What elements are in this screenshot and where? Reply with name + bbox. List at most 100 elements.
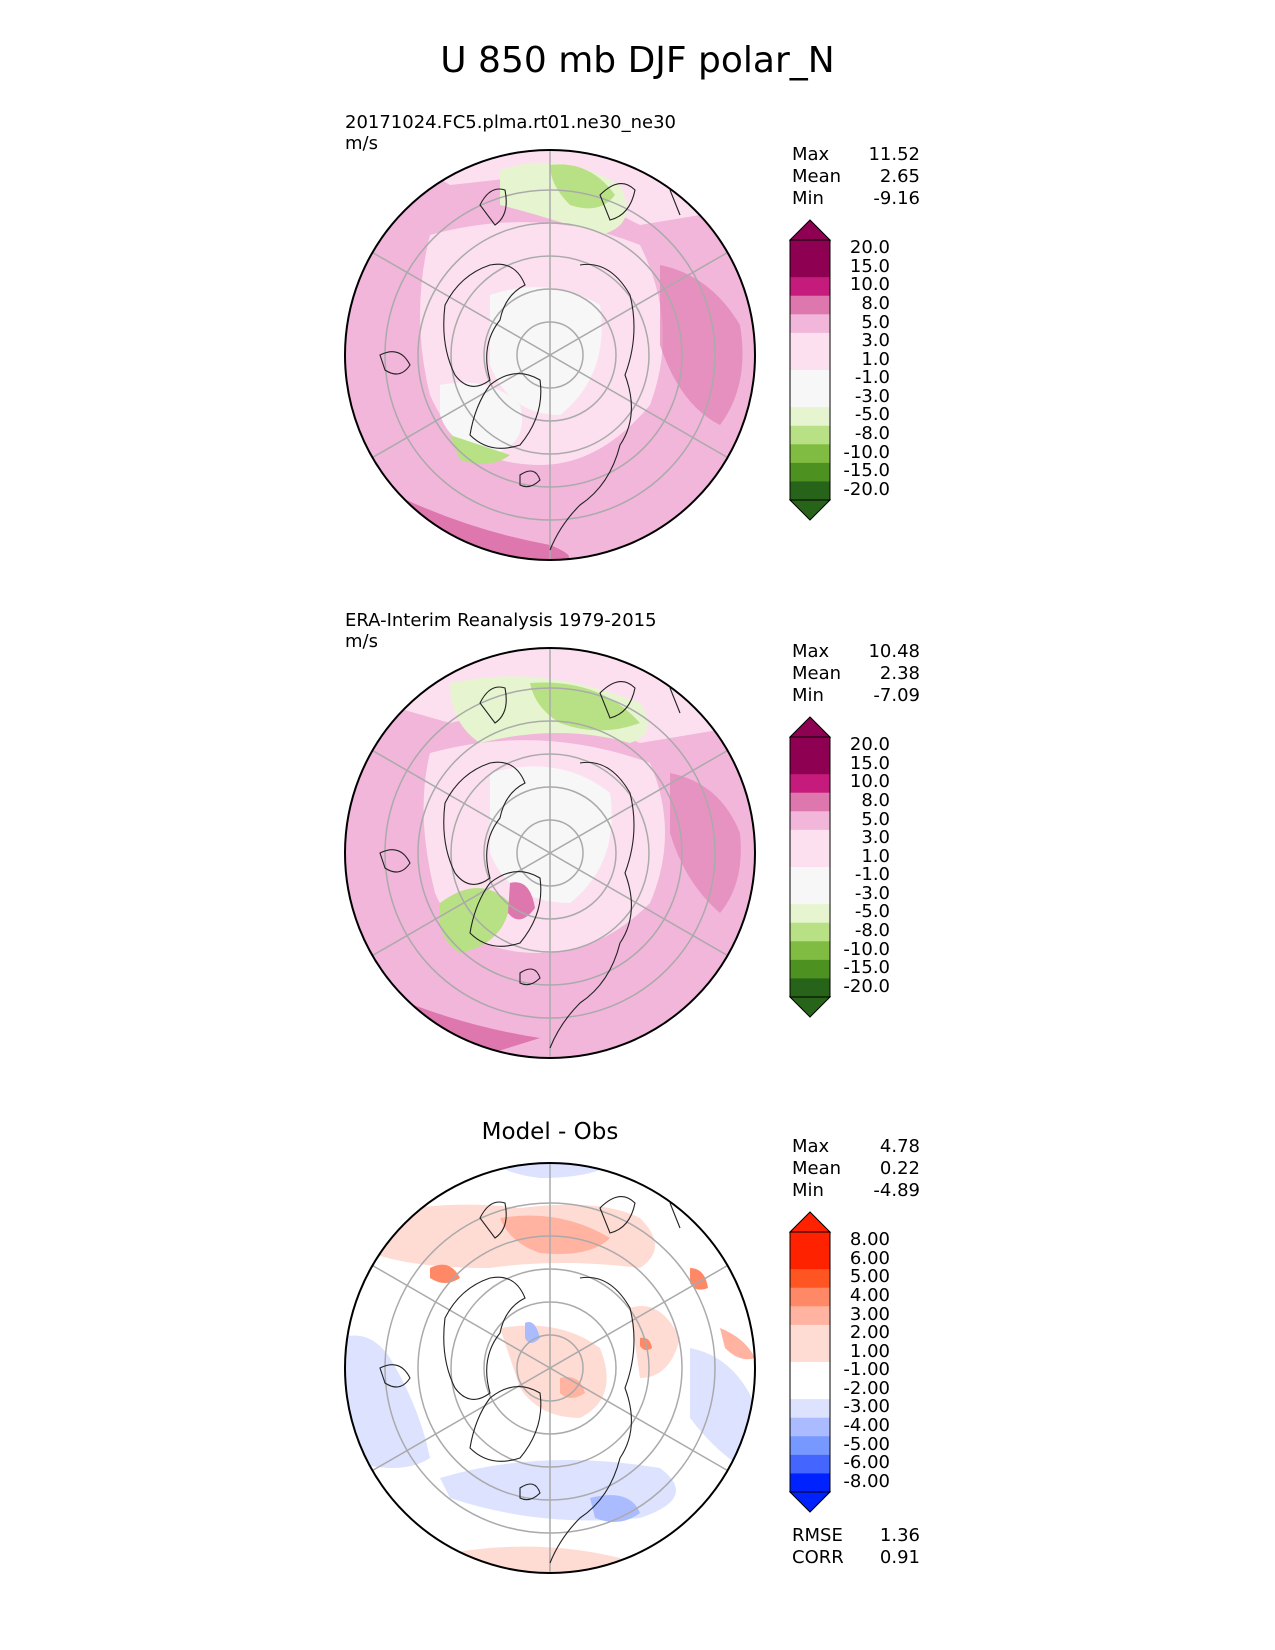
colorbar-segment <box>790 351 830 371</box>
colorbar-segment <box>790 314 830 334</box>
polar-map <box>344 647 756 1059</box>
colorbar-segment <box>790 1380 830 1400</box>
map-coastlines <box>379 681 681 1049</box>
stat-min: Min -4.89 <box>792 1180 920 1201</box>
map-boundary <box>344 647 756 1059</box>
colorbar-tick-label: -3.0 <box>854 882 890 904</box>
colorbar-tick-label: -5.00 <box>843 1433 890 1455</box>
colorbar-tick-label: -20.0 <box>843 975 890 997</box>
colorbar-extend-min <box>788 1491 832 1513</box>
colorbar-tick-label: -8.0 <box>854 920 890 941</box>
map-field-region <box>500 1215 610 1254</box>
panel-title-text: Model - Obs <box>481 1119 619 1145</box>
colorbar-tick-label: 3.0 <box>861 827 890 849</box>
map-boundary <box>344 1162 756 1574</box>
colorbar-segment <box>790 425 830 445</box>
map-field-region <box>490 1163 620 1178</box>
colorbar-tick-label: -8.00 <box>843 1470 890 1492</box>
map-field-region <box>630 1306 680 1378</box>
colorbar-segment <box>790 1250 830 1270</box>
colorbar-tick-label: 5.0 <box>861 808 890 830</box>
map-graticule <box>372 648 728 1058</box>
colorbar-tick-label: 1.0 <box>861 845 890 867</box>
stat-corr: CORR 0.91 <box>792 1547 920 1568</box>
map-graticule <box>372 1163 728 1573</box>
colorbar-segment <box>790 774 830 794</box>
colorbar-tick-label: 15.0 <box>849 255 890 277</box>
map-field-region <box>508 882 535 920</box>
map-boundary <box>344 149 756 561</box>
colorbar-extend-max <box>788 716 832 738</box>
stat-mean: Mean 2.38 <box>792 663 920 684</box>
map-coastlines <box>379 183 681 551</box>
stat-min: Min -9.16 <box>792 188 920 209</box>
colorbar-segment <box>790 792 830 812</box>
colorbar-extend-max <box>788 1211 832 1233</box>
colorbar-segment <box>790 407 830 427</box>
colorbar-tick-label: -1.0 <box>854 367 890 389</box>
colorbar-segment <box>790 811 830 831</box>
colorbar-tick-label: 3.0 <box>861 330 890 352</box>
polar-map <box>344 1162 756 1574</box>
colorbar-segment <box>790 829 830 849</box>
colorbar-tick-label: 3.00 <box>849 1303 890 1325</box>
colorbar-tick-label: 2.00 <box>849 1322 890 1344</box>
colorbar-tick-label: -10.0 <box>843 441 890 463</box>
colorbar-tick-label: 8.0 <box>861 293 890 314</box>
map-field-region <box>360 1204 655 1268</box>
panel-title: 20171024.FC5.plma.rt01.ne30_ne30 m/s <box>345 112 676 154</box>
colorbar-segment <box>790 1306 830 1326</box>
colorbar-segment <box>790 462 830 482</box>
colorbar-segment <box>790 1399 830 1419</box>
map-field-region <box>590 1495 640 1522</box>
colorbar-segment <box>790 1362 830 1382</box>
colorbar-segment <box>790 1287 830 1307</box>
colorbar-segment <box>790 1436 830 1456</box>
panel-title-text: ERA-Interim Reanalysis 1979-2015 <box>345 610 657 631</box>
stat-mean: Mean 0.22 <box>792 1158 920 1179</box>
map-field-region <box>670 773 741 913</box>
colorbar-segment <box>790 959 830 979</box>
colorbar-segment <box>790 848 830 868</box>
colorbar-frame <box>789 736 831 998</box>
stat-max: Max 4.78 <box>792 1136 920 1157</box>
colorbar-tick-label: 5.0 <box>861 311 890 333</box>
colorbar-segment <box>790 1232 830 1252</box>
colorbar-tick-label: 5.00 <box>849 1266 890 1288</box>
colorbar-segment <box>790 1343 830 1363</box>
colorbar-segment <box>790 737 830 757</box>
colorbar-segment <box>790 258 830 278</box>
colorbar-tick-label: -1.0 <box>854 864 890 886</box>
colorbar <box>788 1211 832 1513</box>
stat-rmse: RMSE 1.36 <box>792 1525 920 1546</box>
colorbar-segment <box>790 904 830 924</box>
colorbar-tick-label: 20.0 <box>849 237 890 259</box>
panel-obs: ERA-Interim Reanalysis 1979-2015 m/s <box>0 0 1275 1059</box>
colorbar-tick-label: -10.0 <box>843 938 890 960</box>
map-coastlines <box>379 1196 681 1564</box>
colorbar-segment <box>790 922 830 942</box>
map-field-region <box>345 1335 430 1468</box>
map-field-region <box>660 265 743 425</box>
colorbar-segment <box>790 444 830 464</box>
colorbar-segment <box>790 1269 830 1289</box>
colorbar-tick-label: -1.00 <box>843 1359 890 1381</box>
stat-max: Max 11.52 <box>792 144 920 165</box>
stats-box: Max 10.48 Mean 2.38 Min -7.09 <box>792 641 920 707</box>
panel-units: m/s <box>345 133 378 154</box>
map-field-region <box>439 888 510 953</box>
stat-max: Max 10.48 <box>792 641 920 662</box>
colorbar-segment <box>790 388 830 408</box>
colorbar-tick-label: 8.00 <box>849 1229 890 1251</box>
colorbar-segment <box>790 240 830 260</box>
colorbar-tick-label: -15.0 <box>843 957 890 979</box>
colorbar-segment <box>790 1324 830 1344</box>
map-graticule <box>372 150 728 560</box>
colorbar <box>788 219 832 521</box>
colorbar-tick-label: 20.0 <box>849 734 890 756</box>
colorbar-tick-label: 8.0 <box>861 790 890 811</box>
colorbar-tick-label: -8.0 <box>854 423 890 444</box>
panel-model: 20171024.FC5.plma.rt01.ne30_ne30 m/s <box>0 0 1275 561</box>
map-field-region <box>490 287 602 415</box>
panel-title: ERA-Interim Reanalysis 1979-2015 m/s <box>345 610 657 652</box>
